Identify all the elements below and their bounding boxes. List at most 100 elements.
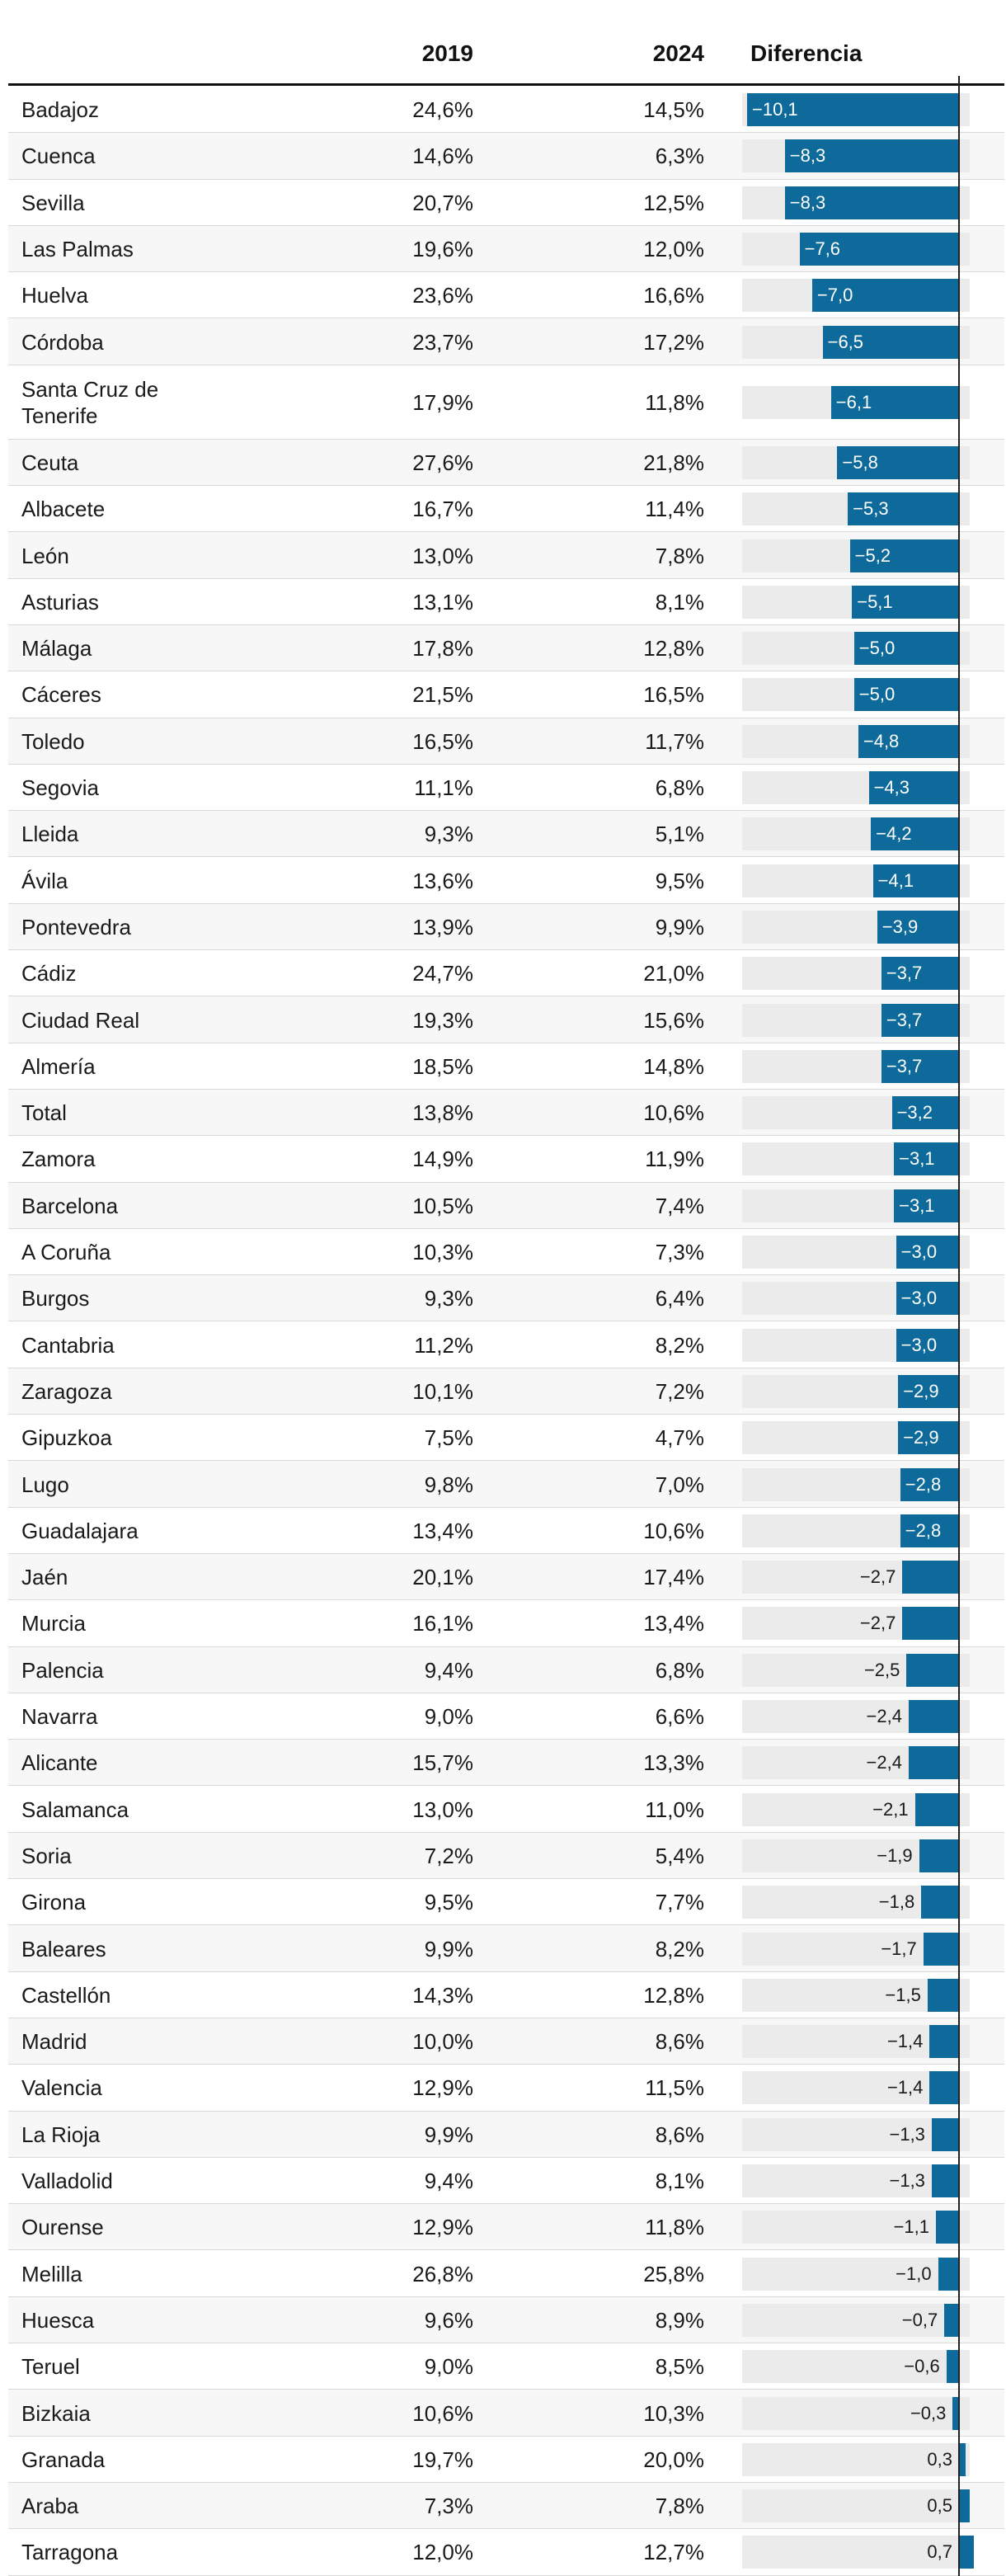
difference-bar (881, 957, 959, 991)
difference-bar (914, 1792, 959, 1826)
difference-label: −4,1 (877, 869, 914, 891)
table-row: Asturias 13,1% 8,1% (8, 579, 1004, 625)
value-2024: 13,3% (643, 1750, 704, 1776)
province-name: Segovia (21, 775, 99, 801)
value-2019: 20,7% (412, 190, 473, 215)
value-2024: 21,0% (643, 961, 704, 987)
value-2024: 11,5% (645, 2075, 704, 2101)
value-2019: 9,5% (424, 1890, 473, 1915)
value-2024: 6,8% (655, 775, 704, 801)
value-2024: 11,8% (645, 389, 704, 415)
value-2024: 6,3% (655, 144, 704, 169)
value-2019: 10,0% (412, 2029, 473, 2055)
difference-bar (784, 139, 959, 173)
difference-label: −0,3 (910, 2402, 947, 2423)
difference-bar (872, 864, 959, 897)
value-2024: 20,0% (643, 2446, 704, 2472)
value-2019: 13,6% (412, 868, 473, 893)
difference-label: −4,8 (863, 730, 900, 751)
province-name: Tarragona (21, 2540, 119, 2565)
table-row: Salamanca 13,0% 11,0% (8, 1787, 1004, 1833)
value-2024: 13,4% (643, 1611, 704, 1636)
value-2019: 14,9% (412, 1147, 473, 1172)
province-name: Alicante (21, 1750, 98, 1776)
province-name: Huelva (21, 283, 88, 308)
value-2019: 7,3% (424, 2494, 473, 2519)
value-2024: 21,8% (643, 450, 704, 475)
province-name: Girona (21, 1890, 87, 1915)
value-2019: 9,0% (424, 1704, 473, 1730)
difference-label: −2,4 (866, 1706, 902, 1727)
value-2024: 17,4% (643, 1565, 704, 1590)
value-2024: 11,9% (645, 1147, 704, 1172)
difference-label: −2,1 (872, 1798, 909, 1820)
table-row: Huelva 23,6% 16,6% (8, 272, 1004, 319)
province-name: Málaga (21, 636, 92, 662)
province-name: Gipuzkoa (21, 1425, 112, 1451)
difference-label: −1,3 (889, 2170, 925, 2192)
table-row: A Coruña 10,3% 7,3% (8, 1229, 1004, 1276)
value-2019: 9,9% (424, 1936, 473, 1961)
value-2019: 26,8% (412, 2261, 473, 2286)
value-2019: 23,7% (412, 329, 473, 355)
difference-bar (927, 1978, 959, 2012)
difference-label: 0,3 (927, 2448, 952, 2470)
table-row: Ávila 13,6% 9,5% (8, 858, 1004, 904)
province-name: Navarra (21, 1704, 98, 1730)
value-2019: 9,9% (424, 2122, 473, 2147)
value-2024: 7,7% (655, 1890, 704, 1915)
bar-track (742, 2350, 970, 2384)
column-header-2019: 2019 (421, 40, 473, 66)
difference-bar (908, 1746, 959, 1780)
value-2019: 19,7% (412, 2446, 473, 2472)
value-2024: 7,8% (655, 543, 704, 568)
value-2019: 13,1% (412, 589, 473, 615)
bar-track (742, 2396, 970, 2430)
difference-label: −3,1 (899, 1148, 935, 1170)
difference-bar (877, 910, 959, 944)
difference-bar (894, 1189, 959, 1222)
difference-label: −3,9 (881, 916, 919, 937)
difference-label: −5,0 (858, 684, 896, 705)
difference-label: −2,5 (863, 1659, 900, 1680)
province-name: Ávila (21, 868, 68, 893)
value-2019: 27,6% (412, 450, 473, 475)
province-name: Granada (21, 2446, 106, 2472)
difference-bar (853, 678, 959, 712)
value-2019: 9,6% (424, 2307, 473, 2333)
difference-label: −7,6 (804, 238, 841, 260)
province-name: Araba (21, 2494, 79, 2519)
province-name: Ourense (21, 2215, 104, 2240)
value-2024: 7,4% (655, 1193, 704, 1218)
difference-label: −2,7 (859, 1566, 896, 1588)
province-name: Barcelona (21, 1193, 119, 1218)
value-2024: 12,5% (643, 190, 704, 215)
value-2019: 9,4% (424, 1657, 473, 1683)
difference-label: −8,3 (789, 191, 826, 213)
province-name: Almería (21, 1053, 96, 1079)
difference-bar (931, 2164, 959, 2198)
bar-track (742, 2489, 970, 2523)
value-2019: 13,0% (412, 1797, 473, 1822)
difference-bar (944, 2303, 959, 2337)
province-name: Cantabria (21, 1332, 115, 1358)
table-row: Navarra 9,0% 6,6% (8, 1693, 1004, 1740)
difference-label: −3,7 (886, 1009, 923, 1030)
value-2024: 10,6% (643, 1100, 704, 1126)
province-name: Burgos (21, 1286, 90, 1312)
value-2019: 19,3% (412, 1007, 473, 1033)
value-2024: 11,7% (645, 728, 704, 754)
value-2024: 8,5% (655, 2354, 704, 2380)
difference-bar (891, 1096, 959, 1130)
difference-bar (894, 1142, 959, 1176)
difference-label: −3,0 (900, 1288, 938, 1309)
value-2024: 7,8% (655, 2494, 704, 2519)
value-2019: 13,0% (412, 543, 473, 568)
difference-bar (919, 1839, 959, 1872)
difference-label: −0,7 (901, 2309, 938, 2330)
difference-label: −2,7 (859, 1613, 896, 1634)
value-2019: 12,0% (412, 2540, 473, 2565)
difference-bar (902, 1607, 959, 1641)
difference-label: −1,8 (878, 1891, 915, 1913)
